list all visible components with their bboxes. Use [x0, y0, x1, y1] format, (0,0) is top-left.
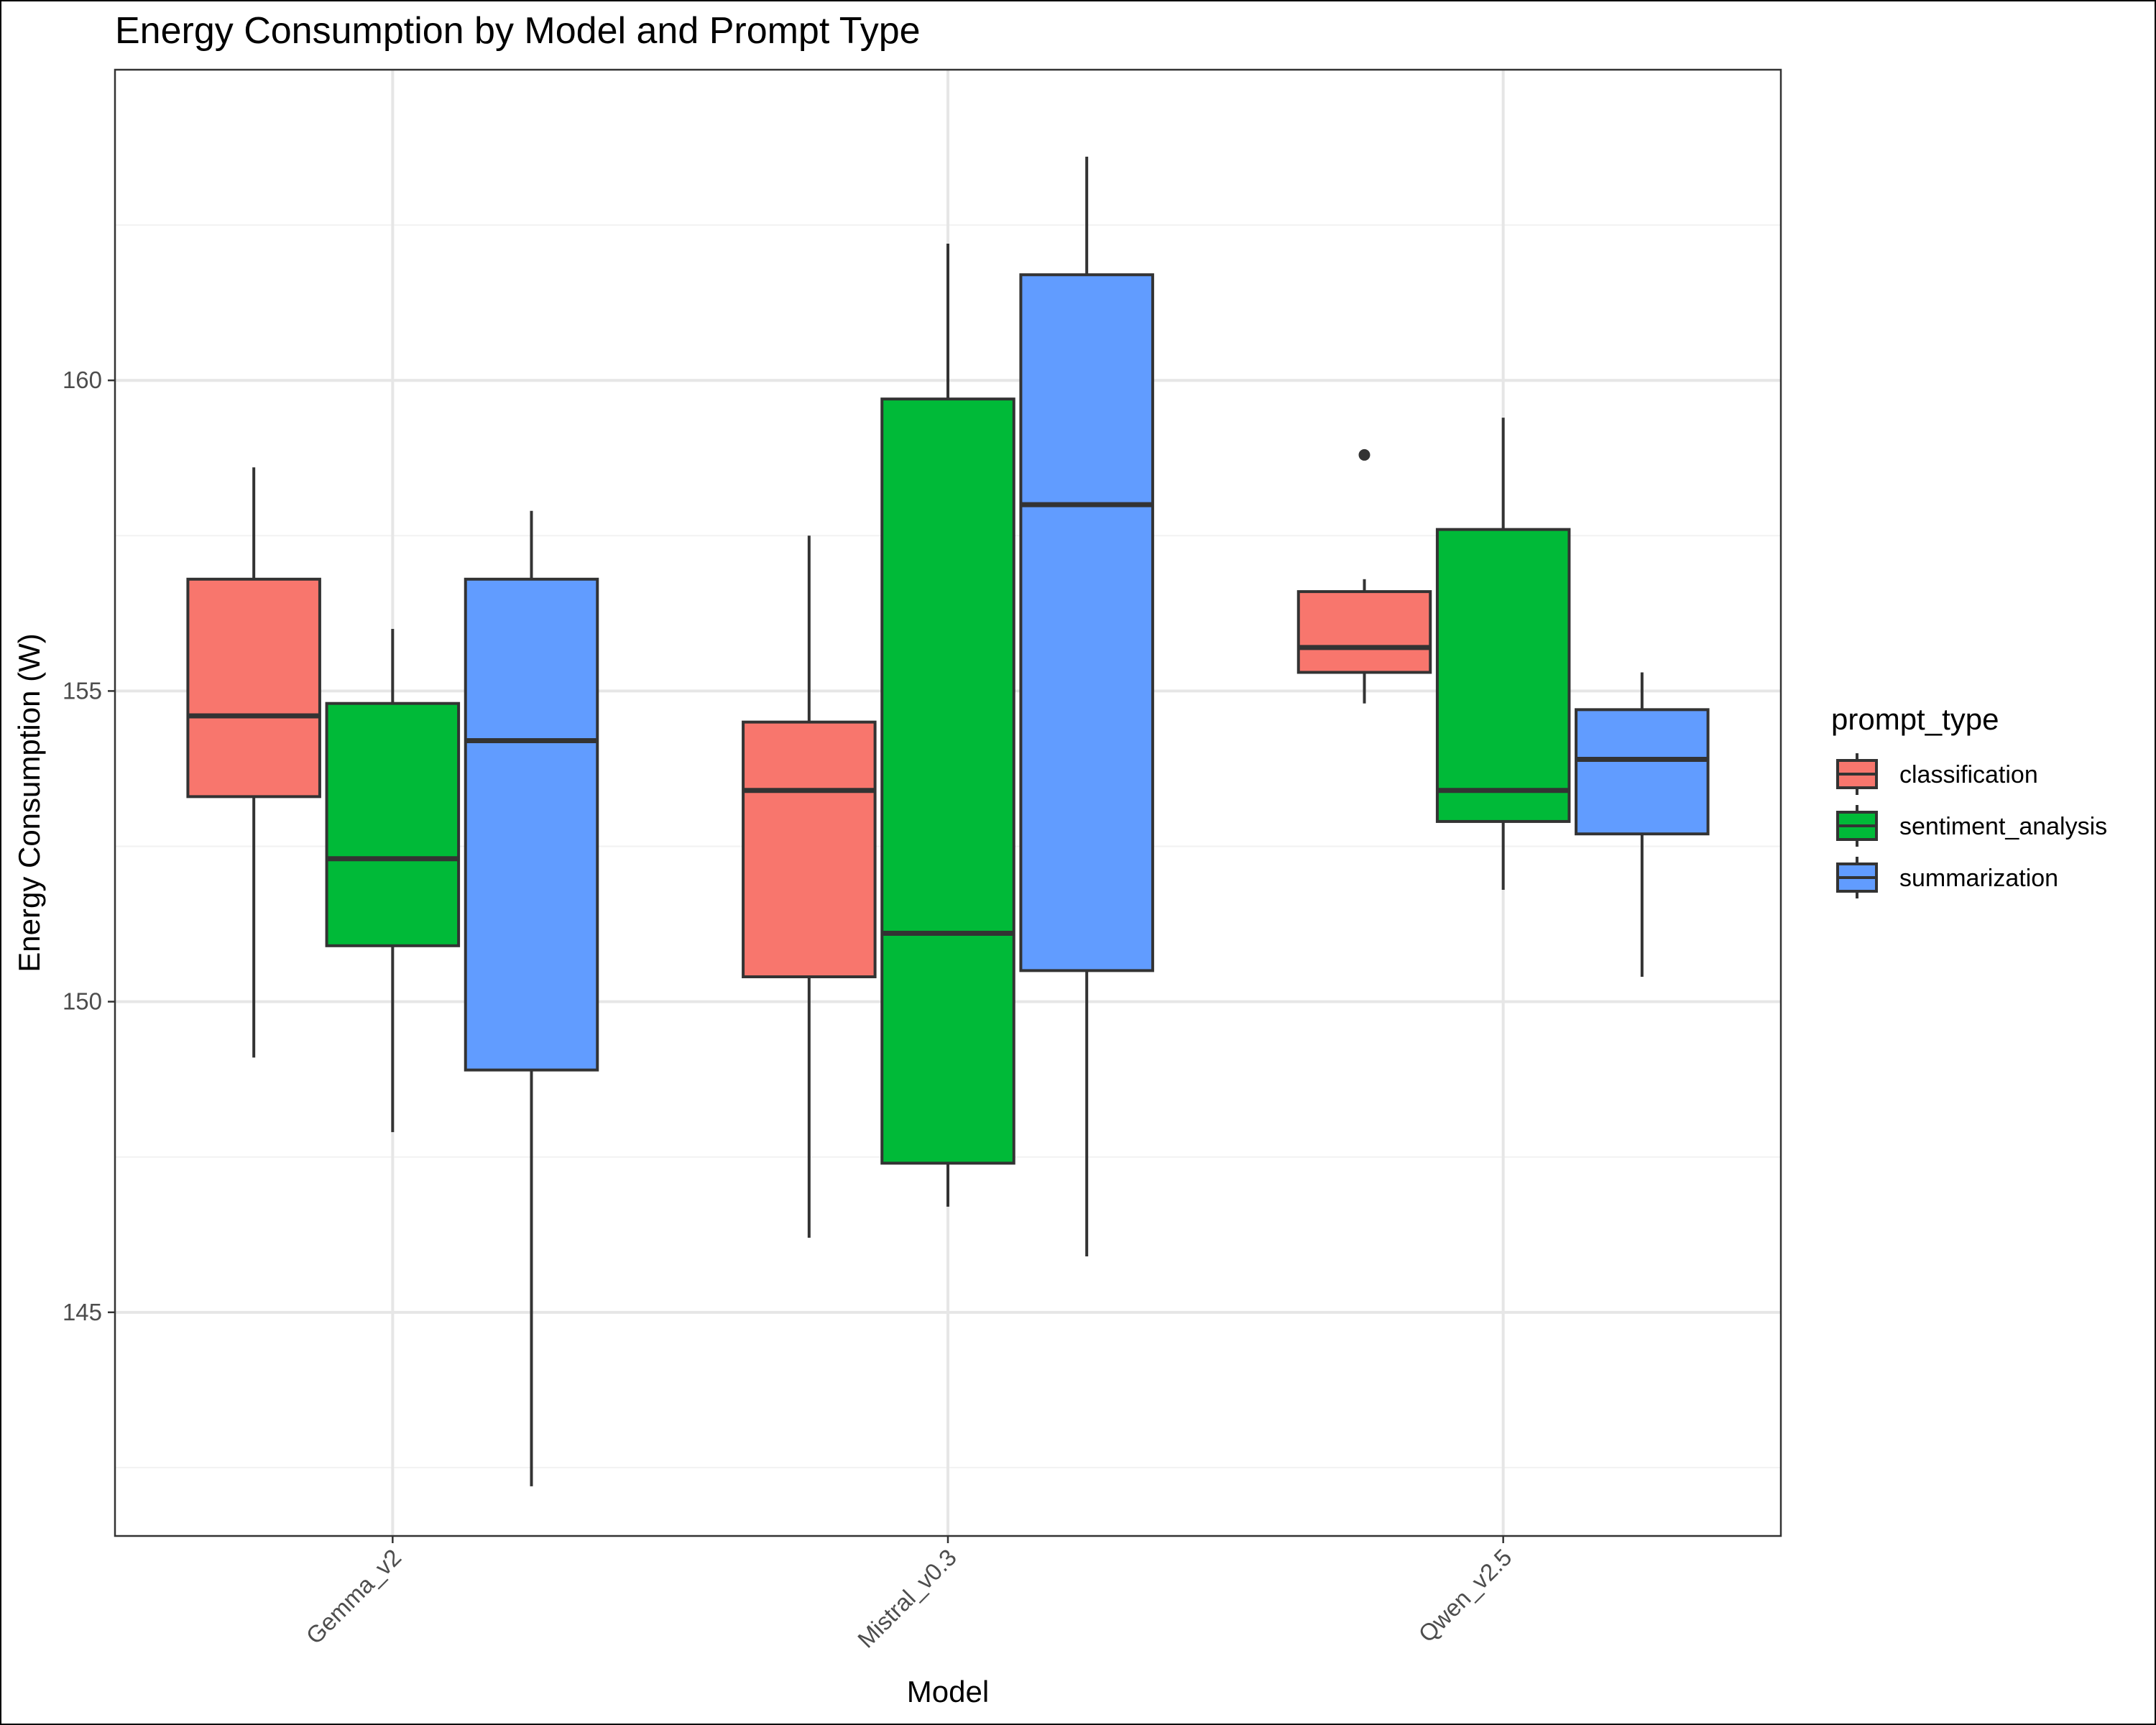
- box-iqr: [186, 577, 321, 799]
- x-axis-ticks: Gemma_v2 Mistral_v0.3 Qwen_v2.5: [301, 1536, 1517, 1653]
- legend-key-sentiment_analysis: [1836, 805, 1878, 847]
- legend: prompt_type classification sentiment_anal…: [1831, 702, 2107, 898]
- box-iqr: [1296, 590, 1432, 674]
- box-series: [186, 157, 1710, 1486]
- y-axis-title: Energy Consumption (W): [12, 633, 46, 972]
- chart-title: Energy Consumption by Model and Prompt T…: [115, 10, 921, 52]
- legend-title: prompt_type: [1831, 702, 1999, 736]
- box-iqr: [325, 702, 461, 947]
- box-sentiment_analysis: [1435, 418, 1571, 891]
- legend-key-classification: [1836, 753, 1878, 795]
- box-summarization: [1575, 672, 1710, 978]
- box-summarization: [464, 510, 599, 1486]
- legend-label: sentiment_analysis: [1899, 813, 2107, 840]
- x-axis-title: Model: [907, 1675, 989, 1708]
- x-tick-label: Mistral_v0.3: [852, 1544, 962, 1653]
- box-iqr: [1575, 708, 1710, 836]
- y-tick-label: 145: [63, 1299, 102, 1325]
- box-iqr: [1019, 273, 1154, 972]
- x-tick-label: Gemma_v2: [301, 1544, 407, 1650]
- box-classification: [742, 535, 877, 1238]
- box-sentiment_analysis: [880, 244, 1015, 1207]
- legend-key-summarization: [1836, 857, 1878, 898]
- box-iqr: [742, 720, 877, 979]
- y-tick-label: 150: [63, 988, 102, 1015]
- box-classification: [1296, 448, 1432, 704]
- y-tick-label: 155: [63, 677, 102, 704]
- outlier-point: [1358, 448, 1370, 461]
- box-iqr: [464, 577, 599, 1072]
- box-iqr: [880, 397, 1015, 1165]
- box-summarization: [1019, 157, 1154, 1257]
- box-classification: [186, 467, 321, 1058]
- y-tick-label: 160: [63, 367, 102, 393]
- legend-label: summarization: [1899, 865, 2058, 892]
- legend-label: classification: [1899, 761, 2038, 788]
- box-sentiment_analysis: [325, 628, 461, 1133]
- y-axis-ticks: 145 150 155 160: [63, 367, 115, 1325]
- x-tick-label: Qwen_v2.5: [1413, 1544, 1516, 1647]
- box-iqr: [1435, 528, 1571, 823]
